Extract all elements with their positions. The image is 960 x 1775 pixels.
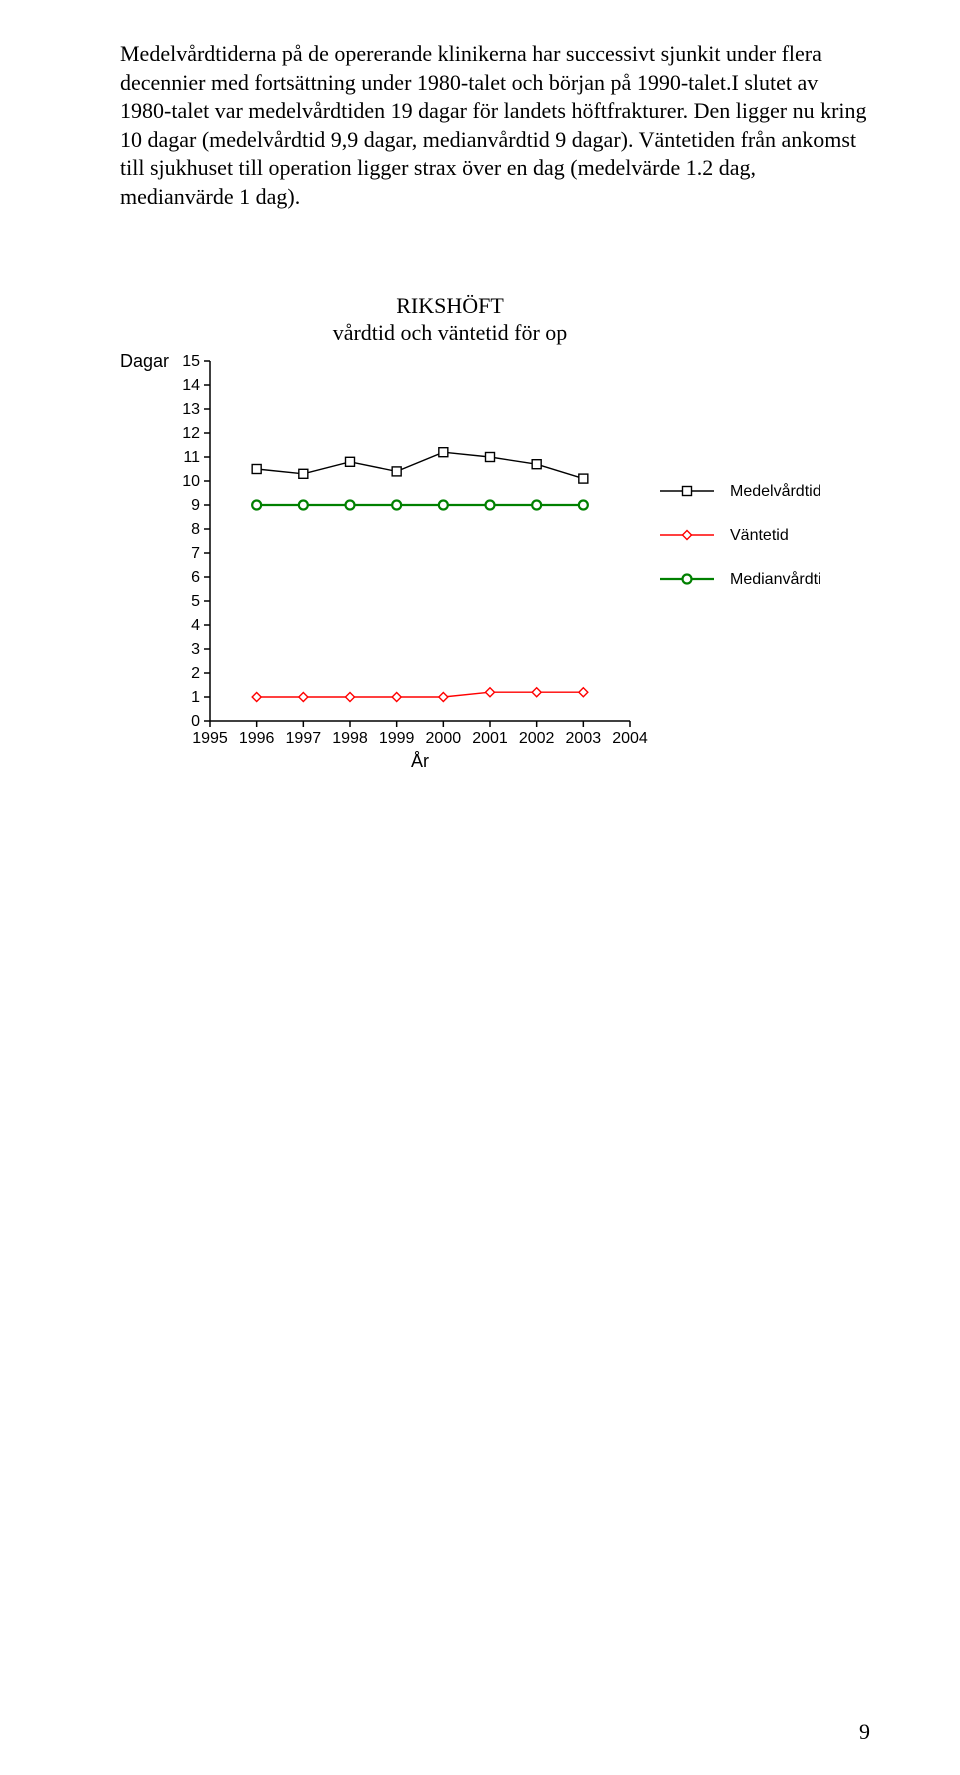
svg-text:Väntetid: Väntetid [730, 527, 789, 544]
svg-text:2002: 2002 [519, 730, 555, 747]
svg-text:7: 7 [191, 545, 200, 562]
svg-text:8: 8 [191, 521, 200, 538]
body-paragraph: Medelvårdtiderna på de opererande klinik… [120, 40, 870, 212]
svg-text:År: År [411, 751, 429, 771]
svg-text:1996: 1996 [239, 730, 275, 747]
svg-text:1995: 1995 [192, 730, 228, 747]
svg-text:3: 3 [191, 641, 200, 658]
svg-text:13: 13 [182, 401, 200, 418]
chart-title: RIKSHÖFT vårdtid och väntetid för op [190, 292, 710, 347]
svg-text:2000: 2000 [426, 730, 462, 747]
chart-wrap: Dagar 0123456789101112131415199519961997… [120, 351, 820, 771]
svg-text:1: 1 [191, 689, 200, 706]
svg-text:1997: 1997 [286, 730, 322, 747]
svg-text:11: 11 [183, 449, 200, 466]
svg-text:2003: 2003 [566, 730, 602, 747]
svg-text:12: 12 [182, 425, 200, 442]
chart-title-line1: RIKSHÖFT [396, 293, 504, 318]
svg-text:5: 5 [191, 593, 200, 610]
svg-text:9: 9 [191, 497, 200, 514]
svg-text:6: 6 [191, 569, 200, 586]
svg-text:2001: 2001 [472, 730, 508, 747]
svg-text:1999: 1999 [379, 730, 415, 747]
svg-text:2: 2 [191, 665, 200, 682]
chart-title-line2: vårdtid och väntetid för op [333, 320, 568, 345]
svg-text:0: 0 [191, 713, 200, 730]
svg-text:Medelvårdtid: Medelvårdtid [730, 482, 820, 500]
y-axis-title: Dagar [120, 351, 169, 372]
svg-text:1998: 1998 [332, 730, 368, 747]
chart-svg: 0123456789101112131415199519961997199819… [120, 351, 820, 771]
chart-block: RIKSHÖFT vårdtid och väntetid för op Dag… [120, 292, 870, 771]
svg-text:Medianvårdtid: Medianvårdtid [730, 570, 820, 588]
svg-text:4: 4 [191, 617, 200, 634]
page-number: 9 [859, 1719, 870, 1745]
svg-text:15: 15 [182, 353, 200, 370]
svg-text:2004: 2004 [612, 730, 648, 747]
page: Medelvårdtiderna på de opererande klinik… [0, 0, 960, 1775]
svg-text:10: 10 [182, 473, 200, 490]
svg-text:14: 14 [182, 377, 200, 394]
